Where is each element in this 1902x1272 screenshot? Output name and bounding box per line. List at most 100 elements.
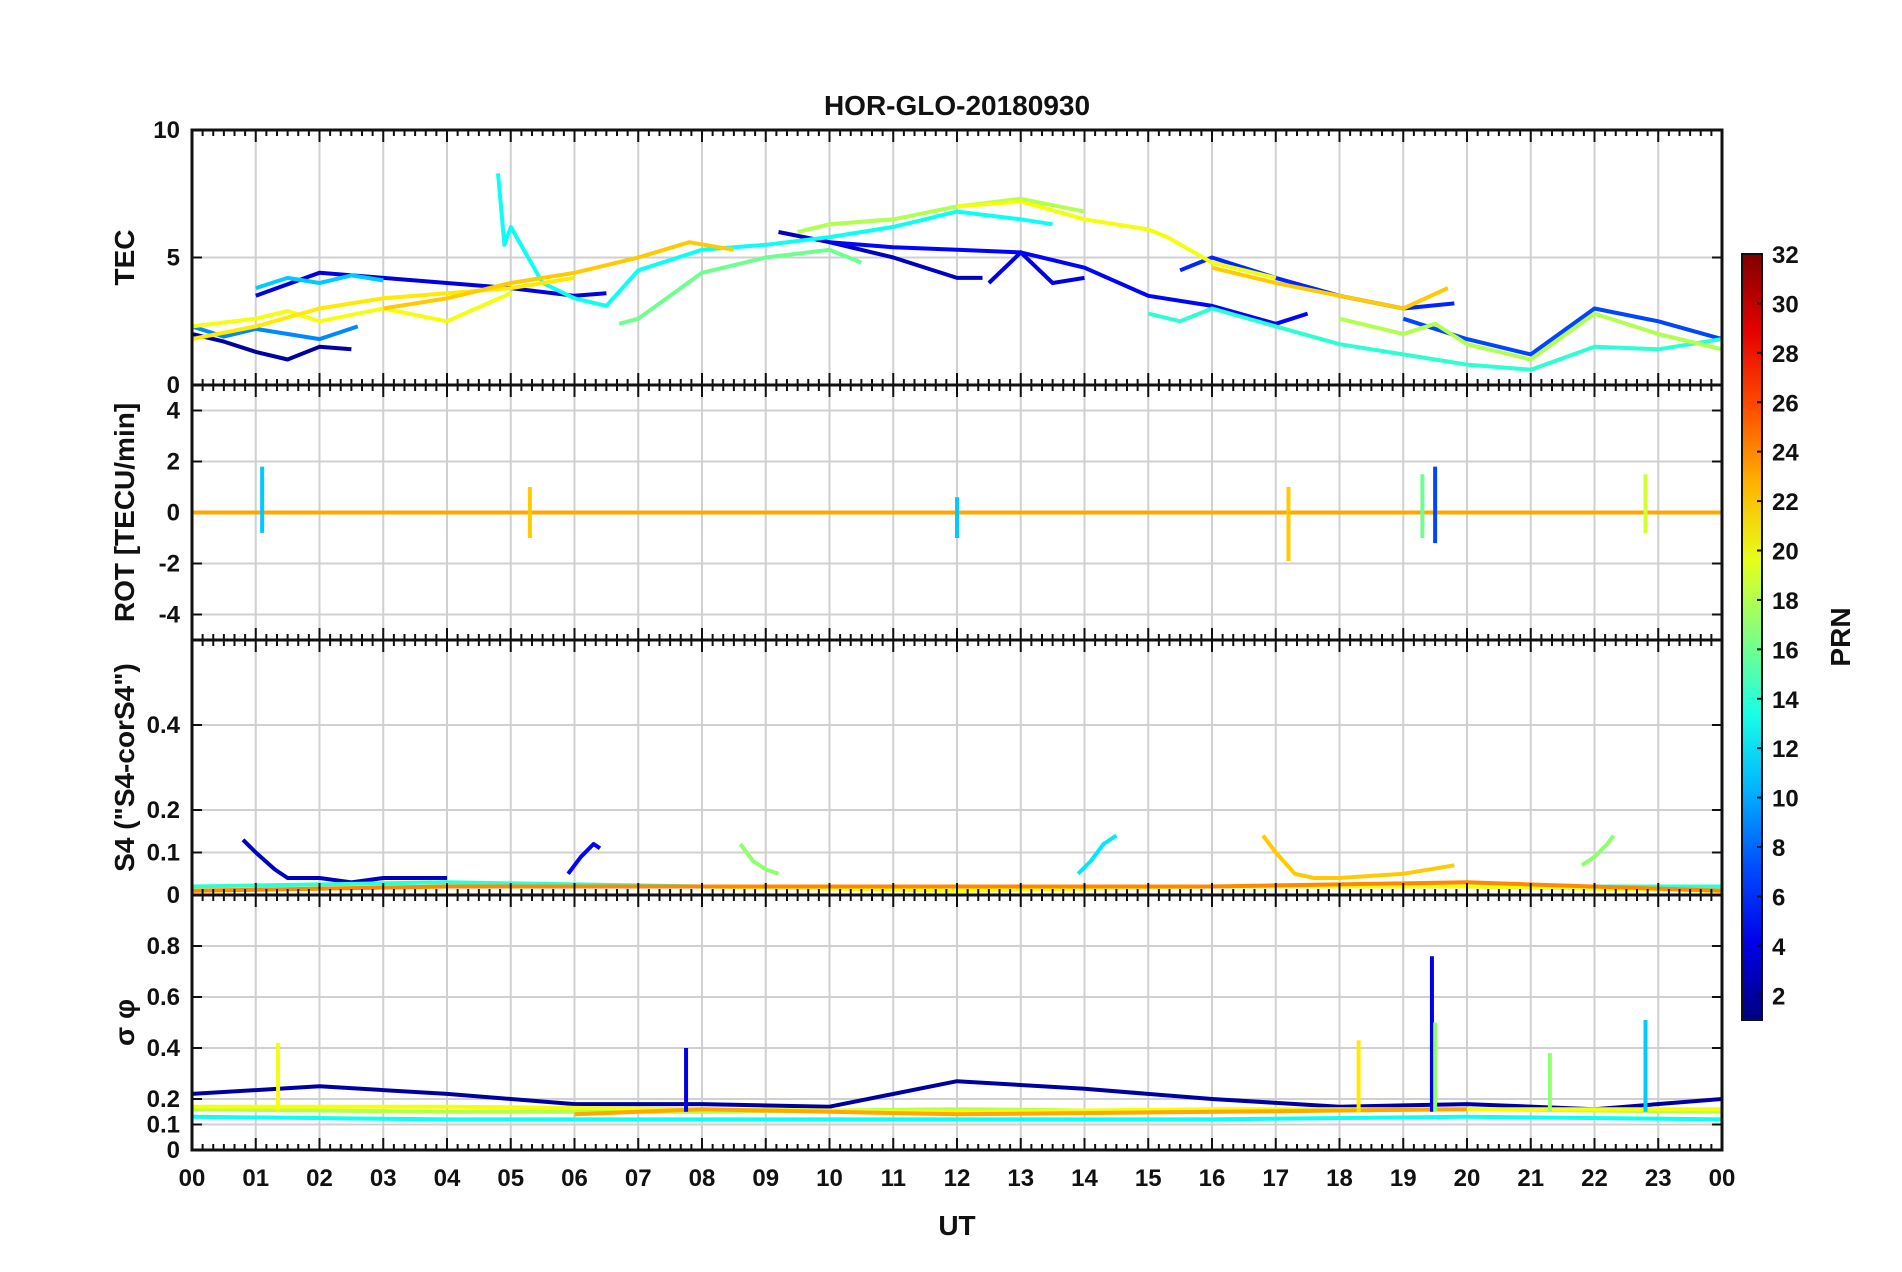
x-tick-label: 05 <box>497 1165 524 1192</box>
y-tick-label: 0 <box>167 500 180 527</box>
colorbar-title: PRN <box>1825 607 1856 666</box>
y-axis-title: S4 ("S4-corS4") <box>109 663 140 872</box>
x-tick-label: 09 <box>752 1165 779 1192</box>
series-line <box>241 838 447 885</box>
series-line <box>382 240 735 311</box>
y-tick-label: 0.4 <box>147 712 181 739</box>
x-tick-label: 16 <box>1199 1165 1226 1192</box>
y-tick-label: 0 <box>167 372 180 399</box>
series-line <box>1580 834 1616 867</box>
x-tick-label: 23 <box>1645 1165 1672 1192</box>
panel-3: 0 0.1 0.2 0.4 S4 ("S4-corS4") <box>109 638 1724 909</box>
x-tick-label: 02 <box>306 1165 333 1192</box>
y-axis-title: σ φ <box>109 999 140 1046</box>
series-line <box>255 270 607 298</box>
series-line <box>1339 311 1722 362</box>
y-axis-title: TEC <box>109 230 140 286</box>
x-tick-label: 10 <box>816 1165 843 1192</box>
colorbar-tick-label: 20 <box>1772 539 1799 566</box>
series-line <box>192 1079 1722 1112</box>
panel-4: 00.10.2 0.4 0.6 0.8 σ φ <box>109 893 1724 1164</box>
series-line <box>496 173 1053 308</box>
x-tick-label: 03 <box>370 1165 397 1192</box>
colorbar-tick-label: 8 <box>1772 835 1785 862</box>
colorbar-tick-label: 12 <box>1772 736 1799 763</box>
x-tick-label: 17 <box>1262 1165 1289 1192</box>
panel-2: -4 -2 0 2 4 ROT [TECU/min] <box>109 383 1724 642</box>
y-tick-label: 10 <box>153 117 180 144</box>
series-line <box>1261 834 1455 880</box>
series-line <box>956 199 1277 280</box>
x-tick-label: 22 <box>1581 1165 1608 1192</box>
panel-1: 0 5 10 TEC <box>109 117 1724 399</box>
y-tick-label: 0.4 <box>147 1035 181 1062</box>
x-tick-label: 15 <box>1135 1165 1162 1192</box>
series-line <box>738 842 780 876</box>
x-tick-label: 08 <box>689 1165 716 1192</box>
series-line <box>192 291 512 329</box>
y-tick-label: 4 <box>167 398 181 425</box>
colorbar-gradient <box>1741 253 1763 1021</box>
x-tick-label: 00 <box>179 1165 206 1192</box>
series-line <box>192 332 352 362</box>
y-tick-label: -4 <box>159 602 181 629</box>
colorbar-tick-label: 6 <box>1772 884 1785 911</box>
x-tick-label: 21 <box>1517 1165 1544 1192</box>
series-line <box>192 1114 1722 1122</box>
colorbar-tick-label: 24 <box>1772 440 1799 467</box>
colorbar-tick-label: 2 <box>1772 983 1785 1010</box>
series-line <box>255 273 384 291</box>
series-line <box>1076 833 1118 876</box>
y-tick-label: 0 <box>167 882 180 909</box>
y-tick-label: 0.6 <box>147 984 180 1011</box>
panel-data <box>192 466 1722 561</box>
x-tick-label: 12 <box>944 1165 971 1192</box>
colorbar-tick-label: 16 <box>1772 637 1799 664</box>
colorbar-tick-label: 32 <box>1772 242 1799 269</box>
x-tick-label: 18 <box>1326 1165 1353 1192</box>
panel-data <box>192 173 1722 372</box>
y-tick-label: 0.2 <box>147 1086 180 1113</box>
y-axis-title: ROT [TECU/min] <box>109 403 140 622</box>
y-tick-label: 0.2 <box>147 797 180 824</box>
colorbar-tick-label: 14 <box>1772 687 1799 714</box>
y-tick-label: 0.8 <box>147 933 180 960</box>
y-tick-label: 5 <box>167 245 180 272</box>
colorbar-tick-label: 10 <box>1772 786 1799 813</box>
colorbar-tick-label: 28 <box>1772 341 1799 368</box>
series-line <box>1211 265 1449 311</box>
colorbar-tick-label: 18 <box>1772 588 1799 615</box>
panel-data <box>192 956 1722 1122</box>
series-line <box>618 247 863 326</box>
x-tick-label: 07 <box>625 1165 652 1192</box>
chart-title: HOR-GLO-20180930 <box>824 90 1090 121</box>
series-line <box>987 250 1085 285</box>
y-tick-label: 2 <box>167 449 180 476</box>
x-tick-label: 06 <box>561 1165 588 1192</box>
y-tick-label: 0.1 <box>147 1112 180 1139</box>
series-line <box>566 842 602 876</box>
series-line <box>192 275 575 342</box>
x-tick-label: 19 <box>1390 1165 1417 1192</box>
colorbar-tick-label: 30 <box>1772 291 1799 318</box>
colorbar-tick-label: 4 <box>1772 934 1786 961</box>
series-line <box>797 196 1085 234</box>
x-tick-label: 14 <box>1071 1165 1098 1192</box>
x-tick-label: 20 <box>1454 1165 1481 1192</box>
series-line <box>574 1107 1468 1117</box>
x-tick-label: 04 <box>434 1165 461 1192</box>
series-line <box>829 240 1309 326</box>
x-axis-title: UT <box>938 1210 975 1241</box>
y-tick-label: -2 <box>159 551 180 578</box>
series-line <box>1147 306 1722 372</box>
y-tick-label: 0 <box>167 1137 180 1164</box>
x-tick-label: 13 <box>1007 1165 1034 1192</box>
colorbar-tick-label: 22 <box>1772 489 1799 516</box>
x-tick-label: 01 <box>242 1165 269 1192</box>
x-tick-label: 00 <box>1709 1165 1736 1192</box>
y-tick-label: 0.1 <box>147 840 180 867</box>
colorbar-tick-label: 26 <box>1772 390 1799 417</box>
